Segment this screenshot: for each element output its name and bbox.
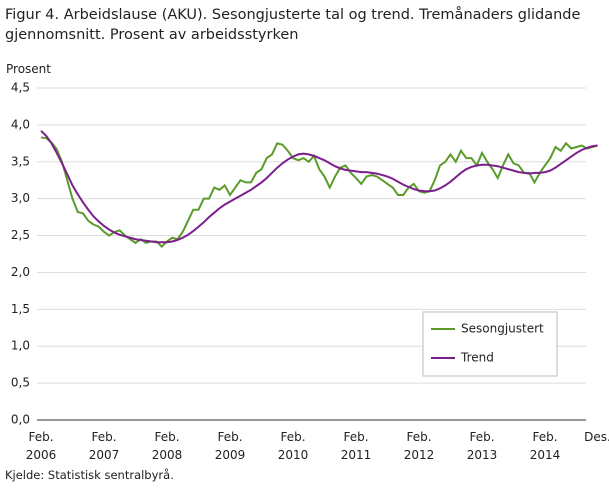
y-tick-label: 2,0 [11, 265, 30, 279]
y-tick-label: 0,0 [11, 413, 30, 427]
y-axis-label: Prosent [6, 62, 51, 76]
x-tick-label: Des. [584, 430, 609, 444]
y-tick-label: 4,5 [11, 81, 30, 95]
x-tick-label: Feb. 2010 [277, 430, 309, 462]
y-tick-label: 3,5 [11, 154, 30, 168]
y-tick-label: 2,5 [11, 228, 30, 242]
y-tick-label: 1,5 [11, 302, 30, 316]
x-tick-label: Feb. 2014 [529, 430, 561, 462]
x-tick-label: Feb. 2008 [151, 430, 183, 462]
legend-label: Trend [460, 351, 494, 365]
source: Kjelde: Statistisk sentralbyrå. [5, 468, 174, 482]
legend-box [422, 311, 558, 377]
x-tick-label: Feb. 2013 [466, 430, 498, 462]
series-line [40, 136, 598, 249]
y-tick-label: 0,5 [11, 376, 30, 390]
series-line [40, 130, 598, 244]
legend-label: Sesongjustert [461, 322, 544, 336]
y-tick-label: 3,0 [11, 191, 30, 205]
y-tick-label: 4,0 [11, 117, 30, 131]
x-tick-label: Feb. 2011 [340, 430, 372, 462]
x-tick-label: Feb. 2012 [403, 430, 435, 462]
chart-title: Figur 4. Arbeidslause (AKU). Sesongjuste… [5, 7, 581, 43]
x-tick-label: Feb. 2007 [88, 430, 120, 462]
y-tick-label: 1,0 [11, 339, 30, 353]
x-tick-label: Feb. 2006 [25, 430, 57, 462]
legend: Sesongjustert Trend [422, 311, 558, 377]
x-tick-label: Feb. 2009 [214, 430, 246, 462]
